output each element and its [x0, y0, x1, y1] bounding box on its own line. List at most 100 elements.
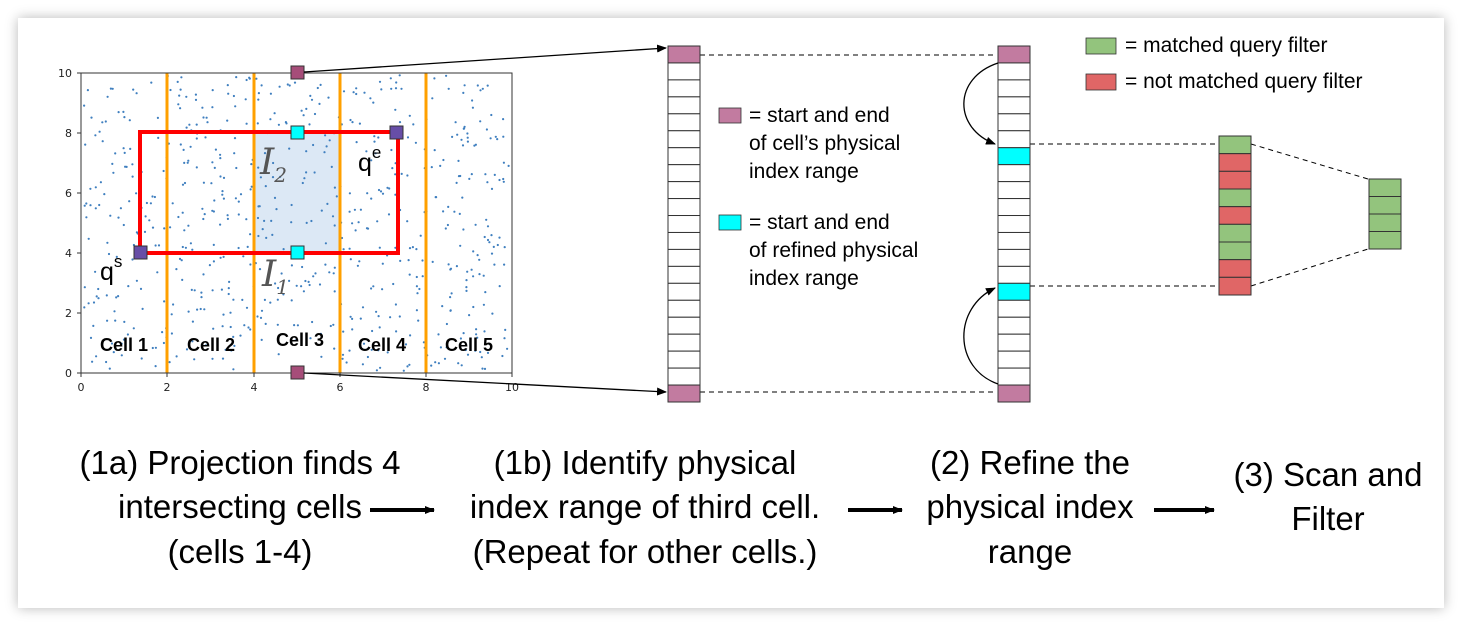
scatter-point	[351, 328, 354, 331]
scatter-point	[415, 248, 418, 251]
scatter-point	[406, 136, 410, 139]
scatter-point	[194, 93, 197, 96]
scatter-point	[345, 361, 348, 364]
scatter-point	[109, 214, 112, 217]
scatter-point	[128, 200, 131, 203]
x-tick-label: 6	[337, 381, 344, 394]
scatter-point	[202, 273, 205, 276]
scatter-point	[359, 208, 362, 211]
scatter-point	[482, 274, 485, 277]
index-slot	[667, 350, 701, 369]
scatter-point	[129, 147, 132, 150]
scatter-point	[256, 216, 260, 220]
scatter-point	[179, 107, 182, 110]
scatter-point	[354, 229, 357, 232]
scatter-point	[493, 263, 496, 266]
scatter-point	[369, 97, 372, 100]
scatter-point	[282, 293, 285, 296]
scatter-point	[286, 83, 289, 86]
scatter-point	[333, 224, 336, 227]
step-3-line: Filter	[1291, 500, 1364, 537]
scatter-point	[249, 188, 252, 191]
scatter-point	[390, 148, 393, 152]
scatter-point	[351, 222, 354, 225]
scatter-point	[502, 135, 505, 138]
scatter-point	[496, 138, 499, 141]
cell-range-top-marker	[290, 65, 305, 80]
legend-purple-line: = start and end	[749, 104, 890, 127]
scatter-point	[87, 237, 90, 240]
scatter-point	[228, 280, 231, 283]
legend-red-swatch	[1085, 73, 1117, 91]
scatter-point	[249, 263, 252, 266]
scatter-point	[305, 221, 308, 224]
scatter-point	[122, 147, 125, 150]
index-slot	[667, 147, 701, 166]
scatter-point	[182, 148, 185, 151]
scatter-point	[90, 116, 93, 119]
scatter-point	[177, 215, 180, 219]
scatter-point	[394, 303, 397, 306]
scatter-point	[474, 143, 477, 146]
scatter-point	[398, 315, 401, 318]
scatter-point	[92, 324, 95, 327]
scatter-point	[394, 87, 398, 90]
scatter-point	[260, 309, 264, 312]
scatter-point	[379, 366, 382, 369]
scatter-point	[181, 245, 184, 249]
scatter-point	[484, 173, 487, 176]
scatter-point	[277, 286, 280, 290]
scatter-point	[465, 286, 468, 289]
scatter-point	[201, 207, 204, 210]
scatter-point	[444, 227, 447, 230]
legend-purple-swatch	[718, 107, 742, 124]
scatter-point	[279, 175, 282, 178]
scatter-point	[95, 295, 98, 298]
scatter-point	[190, 288, 193, 291]
scatter-point	[301, 181, 304, 185]
scatter-point	[83, 286, 86, 289]
legend-cyan-line: = start and end	[749, 211, 890, 234]
cell-3-highlight	[254, 132, 340, 253]
scatter-point	[94, 134, 97, 137]
scatter-point	[132, 88, 135, 91]
scatter-point	[187, 224, 190, 227]
index-slot	[997, 265, 1031, 284]
scatter-point	[210, 182, 213, 185]
scanned-record	[1218, 223, 1252, 243]
scatter-point	[282, 248, 285, 251]
index-slot	[997, 96, 1031, 115]
scatter-point	[388, 187, 391, 190]
scatter-point	[119, 207, 122, 210]
scatter-point	[464, 348, 467, 352]
scatter-point	[461, 196, 464, 199]
scatter-point	[415, 285, 418, 288]
scatter-point	[202, 116, 205, 119]
scatter-point	[366, 355, 369, 359]
scatter-point	[333, 290, 336, 293]
scatter-point	[176, 80, 179, 83]
scatter-point	[212, 327, 215, 330]
scatter-point	[180, 76, 183, 79]
scatter-point	[250, 185, 253, 188]
scatter-point	[274, 282, 277, 285]
x-tick-label: 8	[423, 381, 430, 394]
index-slot	[997, 282, 1031, 301]
scatter-point	[227, 292, 230, 296]
scatter-point	[466, 132, 469, 135]
scatter-point	[460, 364, 463, 367]
scatter-point	[316, 86, 319, 90]
scatter-point	[370, 348, 373, 351]
scatter-point	[377, 315, 380, 318]
scatter-point	[353, 208, 356, 211]
scatter-point	[131, 258, 134, 261]
scatter-point	[332, 323, 335, 326]
scatter-point	[381, 288, 384, 291]
scatter-point	[465, 279, 468, 282]
scatter-point	[85, 216, 88, 219]
scatter-point	[246, 245, 249, 248]
scatter-point	[239, 193, 243, 196]
scatter-point	[351, 317, 354, 320]
scatter-point	[200, 291, 203, 294]
scatter-point	[377, 136, 380, 139]
